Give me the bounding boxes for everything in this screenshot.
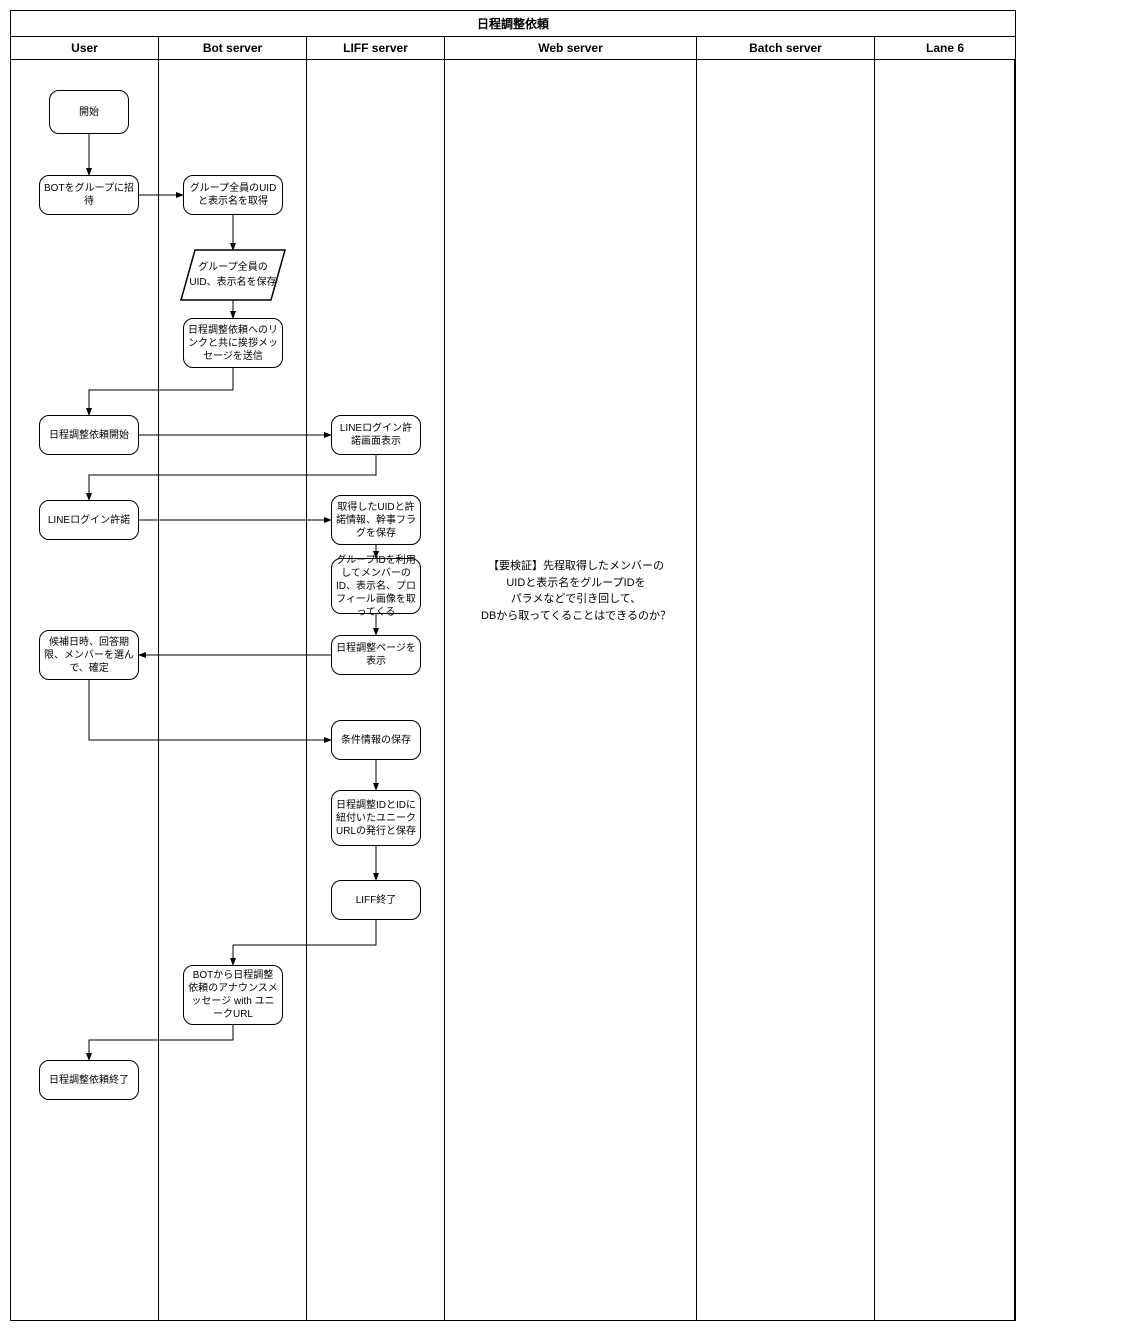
diagram-title: 日程調整依頼 bbox=[11, 11, 1015, 37]
node-n_liffend: LIFF終了 bbox=[331, 880, 421, 920]
lane-2 bbox=[307, 60, 445, 1320]
swimlane-diagram: 日程調整依頼 UserBot serverLIFF serverWeb serv… bbox=[10, 10, 1016, 1321]
lane-1 bbox=[159, 60, 307, 1320]
lane-header-2: LIFF server bbox=[307, 37, 445, 59]
node-n_getmem: グループIDを利用してメンバーのID、表示名、プロフィール画像を取ってくる bbox=[331, 558, 421, 614]
lane-body: 開始 BOTをグループに招待 グループ全員のUIDと表示名を取得グループ全員のUID… bbox=[11, 60, 1015, 1320]
node-n_loginok: LINEログイン許諾 bbox=[39, 500, 139, 540]
node-n_showpage: 日程調整ページを表示 bbox=[331, 635, 421, 675]
node-n_start: 開始 bbox=[49, 90, 129, 134]
lane-4 bbox=[697, 60, 875, 1320]
node-n_end: 日程調整依頼終了 bbox=[39, 1060, 139, 1100]
lane-0 bbox=[11, 60, 159, 1320]
node-n_invite: BOTをグループに招待 bbox=[39, 175, 139, 215]
node-n_genurl: 日程調整IDとIDに紐付いたユニークURLの発行と保存 bbox=[331, 790, 421, 846]
node-n_linelogin: LINEログイン許諾画面表示 bbox=[331, 415, 421, 455]
node-n_reqstart: 日程調整依頼開始 bbox=[39, 415, 139, 455]
node-n_announce: BOTから日程調整依頼のアナウンスメッセージ with ユニークURL bbox=[183, 965, 283, 1025]
node-n_saveuid: グループ全員のUID、表示名を保存 bbox=[189, 260, 277, 290]
node-n_sendmsg: 日程調整依頼へのリンクと共に挨拶メッセージを送信 bbox=[183, 318, 283, 368]
node-n_savecond: 条件情報の保存 bbox=[331, 720, 421, 760]
node-n_select: 候補日時、回答期限、メンバーを選んで、確定 bbox=[39, 630, 139, 680]
lane-header-0: User bbox=[11, 37, 159, 59]
lane-5 bbox=[875, 60, 1015, 1320]
lane-header-1: Bot server bbox=[159, 37, 307, 59]
lane-3 bbox=[445, 60, 697, 1320]
lane-header-3: Web server bbox=[445, 37, 697, 59]
lane-header-4: Batch server bbox=[697, 37, 875, 59]
node-n_saveauth: 取得したUIDと許諾情報、幹事フラグを保存 bbox=[331, 495, 421, 545]
node-n_getuid: グループ全員のUIDと表示名を取得 bbox=[183, 175, 283, 215]
annotation-text: 【要検証】先程取得したメンバーのUIDと表示名をグループIDをパラメなどで引き回… bbox=[481, 558, 671, 624]
lane-header-5: Lane 6 bbox=[875, 37, 1015, 59]
lane-headers: UserBot serverLIFF serverWeb serverBatch… bbox=[11, 37, 1015, 60]
